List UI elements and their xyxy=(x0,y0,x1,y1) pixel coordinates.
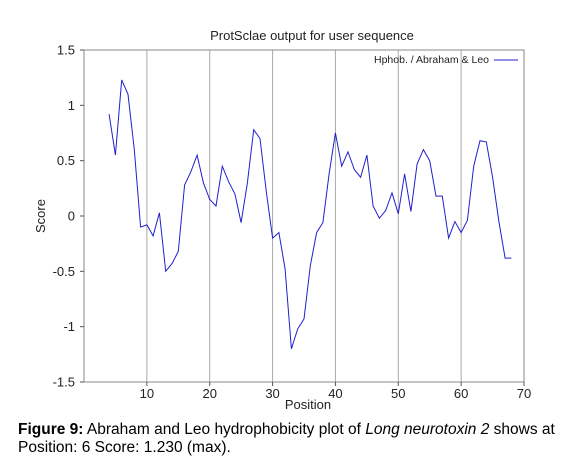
y-tick-label--1: -1 xyxy=(63,319,75,334)
y-tick-label--0.5: -0.5 xyxy=(53,264,75,279)
caption-text-after: shows at Position: 6 Score: 1.230 (max). xyxy=(18,421,555,456)
x-tick-label-10: 10 xyxy=(140,386,154,401)
x-tick-label-60: 60 xyxy=(454,386,468,401)
y-tick-label-1: 1 xyxy=(68,98,75,113)
x-tick-label-40: 40 xyxy=(328,386,342,401)
y-axis-label: Score xyxy=(33,199,48,233)
y-tick-label-0: 0 xyxy=(68,209,75,224)
caption-label: Figure 9: xyxy=(18,421,84,438)
plot-area xyxy=(84,50,524,382)
x-axis-label: Position xyxy=(285,397,331,412)
chart-title: ProtSclae output for user sequence xyxy=(210,28,414,43)
x-tick-label-20: 20 xyxy=(202,386,216,401)
y-tick-label--1.5: -1.5 xyxy=(53,375,75,390)
figure-caption: Figure 9: Abraham and Leo hydrophobicity… xyxy=(18,421,558,457)
hydrophobicity-chart: 10 20 30 40 50 60 70 1.5 1 0.5 0 -0.5 -1 -1.5 ProtScla… xyxy=(33,28,531,412)
series-line-0 xyxy=(108,79,512,349)
x-tick-label-30: 30 xyxy=(265,386,279,401)
legend-label-0: Hphob. / Abraham & Leo xyxy=(374,54,489,66)
x-tick-label-70: 70 xyxy=(517,386,531,401)
caption-protein-name: Long neurotoxin 2 xyxy=(365,421,490,438)
y-tick-label-1.5: 1.5 xyxy=(57,43,75,58)
x-tick-label-50: 50 xyxy=(391,386,405,401)
y-tick-label-0.5: 0.5 xyxy=(57,153,75,168)
caption-text-before: Abraham and Leo hydrophobicity plot of xyxy=(83,421,366,438)
